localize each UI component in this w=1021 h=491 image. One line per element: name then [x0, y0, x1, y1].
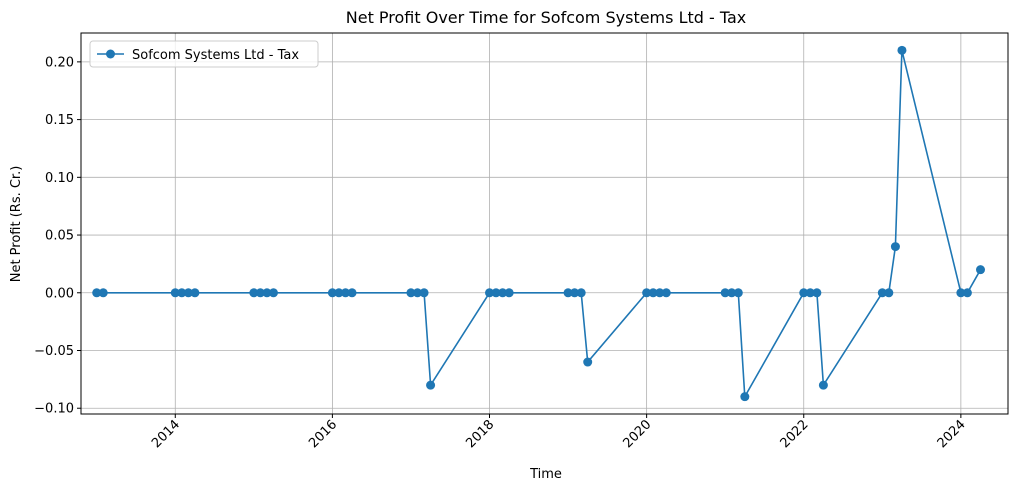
data-point	[642, 288, 652, 298]
data-point	[347, 288, 357, 298]
data-point	[884, 288, 894, 298]
data-point	[98, 288, 108, 298]
data-point	[727, 288, 737, 298]
data-point	[877, 288, 887, 298]
x-tick-label: 2020	[620, 417, 654, 451]
data-point	[897, 45, 907, 55]
data-point	[170, 288, 180, 298]
data-point	[812, 288, 822, 298]
data-point	[485, 288, 495, 298]
legend: Sofcom Systems Ltd - Tax	[89, 40, 319, 68]
data-point	[406, 288, 416, 298]
x-tick-label: 2022	[778, 417, 812, 451]
legend-box	[89, 40, 319, 68]
x-tick-label: 2018	[463, 417, 497, 451]
data-point	[740, 392, 750, 402]
data-point	[262, 288, 272, 298]
data-point	[563, 288, 573, 298]
series-line	[96, 50, 982, 400]
legend-label: Sofcom Systems Ltd - Tax	[132, 48, 299, 63]
data-point	[504, 288, 514, 298]
y-tick-label: 0.15	[45, 113, 74, 128]
data-point	[733, 288, 743, 298]
data-point	[570, 288, 580, 298]
y-tick-label: 0.05	[45, 229, 74, 244]
data-point	[190, 288, 200, 298]
data-point	[491, 288, 501, 298]
legend-marker	[106, 49, 115, 59]
data-point	[890, 242, 900, 252]
data-point	[661, 288, 671, 298]
data-point	[419, 288, 429, 298]
data-point	[648, 288, 658, 298]
data-point	[177, 288, 187, 298]
y-axis-ticks: −0.10 −0.05 0.00 0.05 0.10 0.15 0.20	[34, 55, 81, 417]
data-point	[498, 288, 508, 298]
data-point	[576, 288, 586, 298]
y-tick-label: −0.05	[34, 344, 74, 359]
x-tick-label: 2016	[306, 417, 340, 451]
data-point	[249, 288, 259, 298]
series-layer	[92, 45, 986, 402]
data-point	[183, 288, 193, 298]
data-point	[956, 288, 966, 298]
data-point	[334, 288, 344, 298]
data-point	[655, 288, 665, 298]
y-axis-label: Net Profit (Rs. Cr.)	[9, 166, 24, 283]
data-point	[92, 288, 102, 298]
x-axis-ticks: 2014 2016 2018 2020 2022 2024	[149, 414, 969, 451]
data-point	[583, 357, 593, 367]
y-tick-label: 0.20	[45, 55, 74, 70]
x-tick-label: 2014	[149, 417, 183, 451]
data-point	[805, 288, 815, 298]
data-point	[412, 288, 422, 298]
data-point	[268, 288, 278, 298]
data-point	[976, 265, 986, 275]
grid	[81, 33, 1008, 414]
data-point	[720, 288, 730, 298]
x-tick-label: 2024	[935, 417, 969, 451]
data-point	[818, 380, 828, 390]
y-tick-label: 0.10	[45, 171, 74, 186]
data-point	[962, 288, 972, 298]
data-point	[426, 380, 436, 390]
x-axis-label: Time	[529, 467, 562, 482]
data-point	[255, 288, 265, 298]
plot-area	[80, 32, 1009, 415]
y-tick-label: −0.10	[34, 402, 74, 417]
y-tick-label: 0.00	[45, 286, 74, 301]
data-point	[327, 288, 337, 298]
data-point	[341, 288, 351, 298]
data-point	[799, 288, 809, 298]
chart-title: Net Profit Over Time for Sofcom Systems …	[346, 8, 747, 27]
